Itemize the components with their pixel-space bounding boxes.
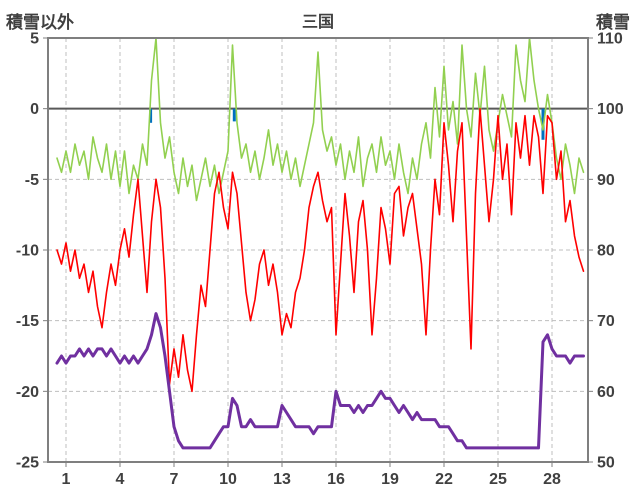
- right-axis-tick-label: 80: [597, 243, 615, 260]
- x-axis-tick-label: 25: [489, 471, 507, 488]
- left-axis-tick-label: -5: [25, 172, 39, 189]
- chart-title: 三国: [301, 14, 334, 31]
- left-axis-tick-label: -25: [16, 455, 39, 472]
- right-axis-tick-label: 100: [597, 101, 624, 118]
- x-axis-tick-label: 16: [327, 471, 345, 488]
- x-axis-tick-label: 7: [170, 471, 179, 488]
- left-axis-tick-label: -10: [16, 243, 39, 260]
- x-axis-tick-label: 4: [116, 471, 125, 488]
- x-axis-tick-label: 22: [435, 471, 453, 488]
- x-axis-tick-label: 28: [543, 471, 561, 488]
- left-axis-tick-label: 0: [30, 101, 39, 118]
- series-green-temperature-like-line: [56, 37, 585, 202]
- x-axis-tick-label: 19: [381, 471, 399, 488]
- left-axis-tick-label: 5: [30, 31, 39, 48]
- right-axis-tick-label: 90: [597, 172, 615, 189]
- snowfall-mark: [232, 108, 236, 122]
- left-axis-tick-label: -20: [16, 384, 39, 401]
- snowfall-mark: [149, 108, 153, 123]
- left-axis-title: 積雪以外: [6, 13, 74, 32]
- right-axis-title: 積雪: [596, 13, 630, 32]
- right-axis-tick-label: 70: [597, 313, 615, 330]
- right-axis-tick-label: 50: [597, 455, 615, 472]
- x-axis-tick-label: 13: [273, 471, 291, 488]
- right-axis-tick-label: 60: [597, 384, 615, 401]
- left-axis-tick-label: -15: [16, 313, 39, 330]
- series-red-temperature-like-line: [56, 107, 585, 393]
- right-axis-tick-label: 110: [597, 31, 623, 48]
- series-snow-depth-line: [55, 312, 585, 450]
- x-axis-tick-label: 10: [219, 471, 237, 488]
- x-axis-tick-label: 1: [62, 471, 71, 488]
